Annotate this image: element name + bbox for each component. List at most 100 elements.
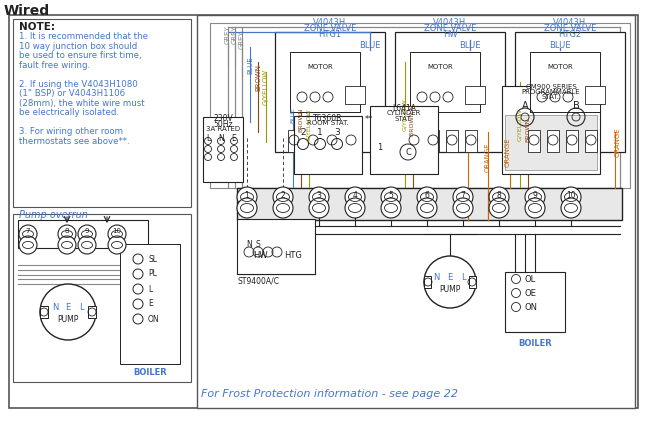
Text: (1" BSP) or V4043H1106: (1" BSP) or V4043H1106 [19, 89, 125, 98]
Bar [505, 115, 597, 170]
Text: BLUE: BLUE [291, 107, 296, 123]
Circle shape [489, 187, 509, 207]
Text: (28mm), the white wire must: (28mm), the white wire must [19, 98, 145, 108]
Text: BROWN: BROWN [298, 108, 303, 132]
Circle shape [108, 225, 126, 243]
Text: 10 way junction box should: 10 way junction box should [19, 41, 137, 51]
Circle shape [424, 256, 476, 308]
Circle shape [309, 198, 329, 218]
Text: L641A: L641A [392, 104, 416, 113]
Text: PUMP: PUMP [439, 284, 461, 293]
Text: BOILER: BOILER [518, 339, 552, 348]
Bar [120, 244, 180, 364]
Text: be electrically isolated.: be electrically isolated. [19, 108, 119, 117]
Bar [288, 130, 300, 152]
Text: 9: 9 [85, 227, 89, 233]
Text: ORANGE: ORANGE [485, 142, 491, 172]
Text: E: E [232, 134, 236, 143]
Circle shape [78, 225, 96, 243]
Bar [547, 130, 559, 152]
Circle shape [237, 198, 257, 218]
Text: BLUE: BLUE [247, 56, 253, 74]
Text: ZONE VALVE: ZONE VALVE [304, 24, 356, 33]
Bar [446, 130, 458, 152]
Bar [530, 52, 600, 112]
Circle shape [309, 187, 329, 207]
Text: fault free wiring.: fault free wiring. [19, 60, 90, 70]
Text: PUMP: PUMP [58, 314, 79, 324]
Bar [88, 306, 96, 318]
Circle shape [345, 198, 365, 218]
Text: 4: 4 [353, 190, 357, 200]
Text: L: L [206, 134, 210, 143]
Circle shape [19, 225, 37, 243]
Circle shape [78, 236, 96, 254]
Text: 7: 7 [26, 227, 30, 233]
Text: L: L [461, 273, 465, 281]
Text: HW: HW [253, 252, 267, 260]
Text: thermostats see above**.: thermostats see above**. [19, 136, 129, 146]
Bar [502, 86, 600, 174]
Text: MOTOR: MOTOR [307, 64, 333, 70]
Circle shape [417, 187, 437, 207]
Text: 5: 5 [389, 190, 393, 200]
Circle shape [453, 198, 473, 218]
Text: B: B [573, 101, 579, 111]
Bar [345, 130, 357, 152]
Text: G/YELLOW: G/YELLOW [518, 109, 523, 141]
Text: G/YELLOW: G/YELLOW [307, 109, 311, 141]
Bar [210, 23, 630, 188]
Circle shape [273, 187, 293, 207]
Text: BLUE: BLUE [359, 41, 380, 50]
Text: ZONE VALVE: ZONE VALVE [424, 24, 476, 33]
Text: 1: 1 [245, 190, 249, 200]
Text: ORANGE: ORANGE [615, 127, 621, 157]
Bar [307, 130, 319, 152]
Text: 1. It is recommended that the: 1. It is recommended that the [19, 32, 148, 41]
Bar [395, 32, 505, 152]
Bar [18, 220, 148, 248]
Text: ON: ON [148, 314, 160, 324]
Text: 6: 6 [424, 190, 430, 200]
Circle shape [58, 225, 76, 243]
Text: NOTE:: NOTE: [19, 22, 55, 32]
Text: 7: 7 [461, 190, 465, 200]
Bar [237, 219, 315, 274]
Text: BOILER: BOILER [133, 368, 167, 377]
Bar [294, 116, 362, 174]
Text: BROWN: BROWN [255, 63, 261, 90]
Text: 3: 3 [316, 190, 322, 200]
Text: MOTOR: MOTOR [547, 64, 573, 70]
Text: V4043H: V4043H [433, 18, 466, 27]
Text: C: C [405, 148, 411, 157]
Text: 50Hz: 50Hz [214, 120, 233, 129]
Text: 3: 3 [334, 127, 340, 136]
Text: 8: 8 [497, 190, 501, 200]
Circle shape [525, 187, 545, 207]
Bar [197, 15, 635, 408]
Text: 230V: 230V [213, 114, 233, 123]
Circle shape [19, 236, 37, 254]
Bar [424, 276, 431, 288]
Text: PROGRAMMABLE: PROGRAMMABLE [521, 89, 580, 95]
Circle shape [381, 187, 401, 207]
Bar [13, 214, 191, 382]
Text: HW: HW [443, 30, 457, 39]
Text: CYLINDER: CYLINDER [387, 110, 421, 116]
Text: 9: 9 [532, 190, 538, 200]
Text: 8: 8 [65, 227, 69, 233]
Text: HTG2: HTG2 [558, 30, 582, 39]
Circle shape [58, 236, 76, 254]
Text: L: L [148, 284, 152, 293]
Text: HTG1: HTG1 [318, 30, 342, 39]
Bar [469, 276, 476, 288]
Bar [203, 117, 243, 182]
Text: CM900 SERIES: CM900 SERIES [525, 84, 576, 90]
Text: ORANGE: ORANGE [505, 137, 511, 167]
Text: V4043H: V4043H [313, 18, 347, 27]
Text: GREY: GREY [232, 26, 238, 44]
Bar [370, 106, 438, 174]
Bar [326, 130, 338, 152]
Circle shape [345, 187, 365, 207]
Circle shape [40, 284, 96, 340]
